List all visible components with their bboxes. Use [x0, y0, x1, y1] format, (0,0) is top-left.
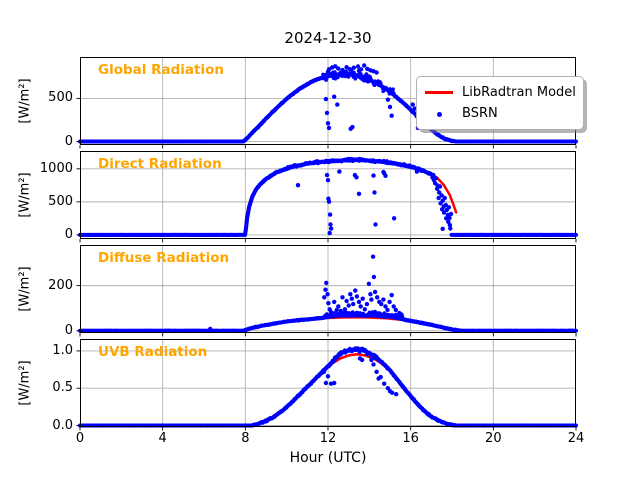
bsrn-outlier-points — [321, 356, 399, 397]
x-axis-label: Hour (UTC) — [289, 450, 367, 466]
bsrn-points — [78, 68, 578, 144]
tick-marks — [76, 285, 577, 337]
plot-svg — [76, 151, 578, 243]
model-line — [250, 353, 458, 427]
bsrn-points — [78, 309, 578, 333]
legend-bsrn-dot-swatch — [425, 104, 453, 123]
x-tick-label: 8 — [241, 431, 250, 446]
plot-area-uvb — [76, 339, 578, 431]
tick-marks — [76, 168, 577, 243]
plot-area-diffuse — [76, 245, 578, 337]
y-tick-label: 500 — [48, 193, 73, 209]
x-tick-label: 16 — [402, 431, 419, 446]
bsrn-outlier-points — [208, 254, 404, 332]
bsrn-points — [78, 156, 578, 237]
y-tick-label: 0.0 — [52, 417, 73, 433]
axis-spine — [80, 339, 576, 427]
panel-direct-radiation: [W/m²] Direct Radiation 0 500 1000 — [0, 151, 640, 243]
panel-uvb-radiation: [W/m²] UVB Radiation 0.0 0.5 1.0 — [0, 339, 640, 433]
axis-spine — [80, 245, 576, 333]
legend-item-model: LibRadtran Model — [425, 82, 576, 103]
x-tick-label: 0 — [75, 431, 85, 446]
figure-title: 2024-12-30 — [284, 29, 372, 47]
x-tick-label: 24 — [567, 431, 585, 446]
plot-area-direct — [76, 151, 578, 243]
legend: LibRadtran Model BSRN — [416, 76, 584, 130]
x-tick-label: 4 — [158, 431, 167, 446]
legend-bsrn-label: BSRN — [462, 106, 498, 121]
x-tick-label: 12 — [319, 431, 337, 446]
panel-title-uvb: UVB Radiation — [98, 344, 208, 360]
plot-svg — [76, 57, 578, 149]
plot-svg — [76, 245, 578, 337]
y-tick-label: 0.5 — [52, 380, 73, 396]
panel-title-direct: Direct Radiation — [98, 156, 222, 172]
x-tick-label: 20 — [485, 431, 502, 446]
y-tick-label: 0 — [64, 226, 73, 242]
legend-model-label: LibRadtran Model — [462, 85, 576, 100]
y-tick-label: 1000 — [39, 160, 73, 176]
plot-svg — [76, 339, 578, 431]
grid-lines — [80, 339, 576, 427]
bsrn-outlier-points — [295, 169, 454, 236]
y-tick-label: 200 — [48, 277, 73, 293]
y-tick-label: 0 — [64, 322, 73, 338]
bsrn-outlier-points — [323, 63, 435, 131]
axis-spine — [80, 151, 576, 239]
panel-diffuse-radiation: [W/m²] Diffuse Radiation 0 200 — [0, 245, 640, 338]
panel-global-radiation: [W/m²] Global Radiation 0 500 — [0, 57, 640, 149]
legend-item-bsrn: BSRN — [425, 103, 575, 124]
y-tick-label: 500 — [48, 90, 73, 106]
bsrn-dot-icon — [436, 112, 442, 117]
y-tick-label: 1.0 — [52, 342, 73, 358]
legend-model-line-swatch — [425, 90, 453, 95]
panel-title-diffuse: Diffuse Radiation — [98, 250, 230, 266]
tick-marks — [76, 350, 577, 431]
plot-area-global — [76, 57, 578, 149]
y-tick-label: 0 — [64, 133, 73, 149]
panel-title-global: Global Radiation — [98, 62, 224, 78]
tick-marks — [76, 97, 577, 149]
